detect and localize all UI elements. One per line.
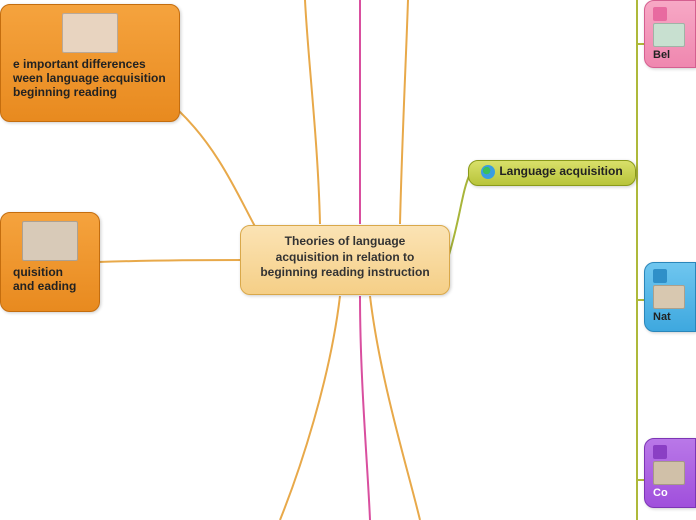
thumbnail-image [22, 221, 78, 261]
stub-label: Co [653, 487, 668, 499]
center-node[interactable]: Theories of language acquisition in rela… [240, 225, 450, 295]
right-stub-coc[interactable]: Co [644, 438, 696, 508]
language-acquisition-node[interactable]: Language acquisition [468, 160, 636, 186]
right-branch-line [636, 0, 638, 520]
thumbnail-image [653, 285, 685, 309]
center-label: Theories of language acquisition in rela… [260, 234, 429, 279]
thumbnail-image [62, 13, 118, 53]
node-label: e important differences ween language ac… [13, 57, 166, 99]
book-icon [653, 445, 667, 459]
book-icon [653, 269, 667, 283]
node-label: Language acquisition [499, 164, 622, 178]
thumbnail-image [653, 23, 685, 47]
globe-icon [481, 165, 495, 179]
right-stub-nat[interactable]: Nat [644, 262, 696, 332]
book-icon [653, 7, 667, 21]
right-stub-beh[interactable]: Bel [644, 0, 696, 68]
left-node-differences[interactable]: e important differences ween language ac… [0, 4, 180, 122]
stub-label: Nat [653, 311, 671, 323]
left-node-acquisition[interactable]: quisition and eading [0, 212, 100, 312]
stub-label: Bel [653, 49, 670, 61]
node-label: quisition and eading [13, 265, 76, 293]
thumbnail-image [653, 461, 685, 485]
